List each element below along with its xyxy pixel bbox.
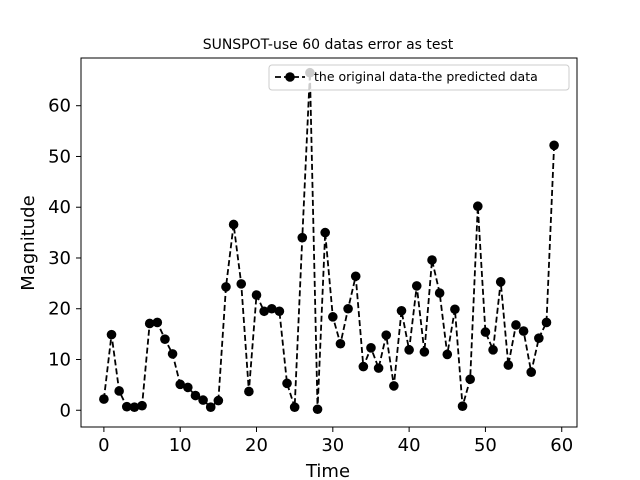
data-point — [198, 395, 208, 405]
data-point — [526, 367, 537, 377]
data-point — [434, 288, 445, 298]
data-point — [503, 360, 514, 370]
data-point — [396, 305, 407, 316]
y-tick-label: 40 — [48, 197, 71, 218]
data-point — [183, 382, 193, 393]
legend-marker — [285, 72, 295, 82]
y-axis: 0 10 20 30 40 50 60 — [48, 96, 81, 421]
data-point — [488, 345, 498, 355]
data-point — [350, 271, 361, 282]
data-point — [320, 227, 330, 238]
y-tick-label: 0 — [60, 400, 71, 421]
data-point — [442, 349, 453, 360]
data-point — [221, 282, 231, 292]
data-point — [259, 306, 269, 317]
data-point — [549, 140, 559, 151]
data-point — [160, 334, 170, 344]
data-point — [343, 303, 353, 314]
plot-frame — [80, 57, 578, 428]
data-point — [137, 400, 147, 411]
data-point — [106, 329, 117, 340]
x-tick-label: 40 — [398, 435, 421, 456]
x-axis: 0 10 20 30 40 50 60 — [98, 427, 573, 456]
data-point — [495, 277, 506, 287]
data-point — [144, 318, 155, 329]
data-point — [465, 374, 475, 385]
data-point — [129, 402, 140, 413]
data-point — [244, 386, 254, 397]
data-point — [480, 327, 491, 337]
data-point — [457, 401, 468, 411]
legend-box — [268, 64, 570, 91]
data-point — [114, 386, 124, 396]
data-point — [289, 402, 300, 413]
data-point — [541, 317, 552, 328]
data-point — [419, 347, 430, 357]
x-tick-label: 0 — [98, 435, 109, 456]
data-point — [328, 312, 338, 322]
legend-label: the original data-the predicted data — [314, 69, 538, 84]
data-point — [404, 345, 414, 355]
data-point — [335, 338, 346, 349]
data-point — [251, 290, 262, 300]
data-point — [534, 333, 544, 343]
x-axis-label: Time — [305, 461, 350, 480]
data-point — [99, 394, 109, 404]
data-point — [274, 306, 285, 317]
data-point — [358, 361, 369, 372]
data-point — [152, 317, 163, 328]
chart-title: SUNSPOT-use 60 datas error as test — [203, 37, 454, 53]
data-point — [312, 404, 323, 415]
data-point — [236, 279, 247, 289]
data-point — [473, 201, 483, 212]
data-point — [121, 401, 132, 412]
x-tick-label: 30 — [321, 435, 344, 456]
data-point — [205, 402, 216, 413]
data-point — [411, 281, 422, 291]
x-tick-label: 10 — [169, 435, 192, 456]
data-point — [266, 303, 277, 314]
data-point — [297, 232, 308, 243]
y-tick-label: 60 — [48, 96, 71, 117]
data-point — [228, 219, 239, 230]
y-tick-label: 10 — [48, 349, 71, 370]
series-line — [102, 72, 556, 410]
data-point — [366, 343, 376, 353]
x-tick-label: 50 — [474, 435, 497, 456]
data-point — [518, 326, 529, 336]
data-point — [373, 363, 384, 373]
data-point — [427, 255, 437, 265]
plot-area — [99, 67, 559, 415]
data-point — [175, 379, 185, 390]
x-tick-label: 20 — [245, 435, 268, 456]
data-point — [213, 395, 224, 406]
y-tick-label: 20 — [48, 299, 71, 320]
data-point — [167, 349, 178, 359]
y-tick-label: 50 — [48, 146, 71, 167]
data-point — [190, 390, 201, 401]
data-point — [282, 378, 292, 389]
y-axis-label: Magnitude — [18, 195, 39, 290]
data-point — [511, 320, 521, 330]
data-point — [450, 304, 460, 315]
x-tick-label: 60 — [550, 435, 573, 456]
data-point — [389, 381, 399, 391]
y-tick-label: 30 — [48, 248, 71, 269]
legend: the original data-the predicted data — [268, 64, 570, 91]
data-point — [381, 330, 392, 340]
